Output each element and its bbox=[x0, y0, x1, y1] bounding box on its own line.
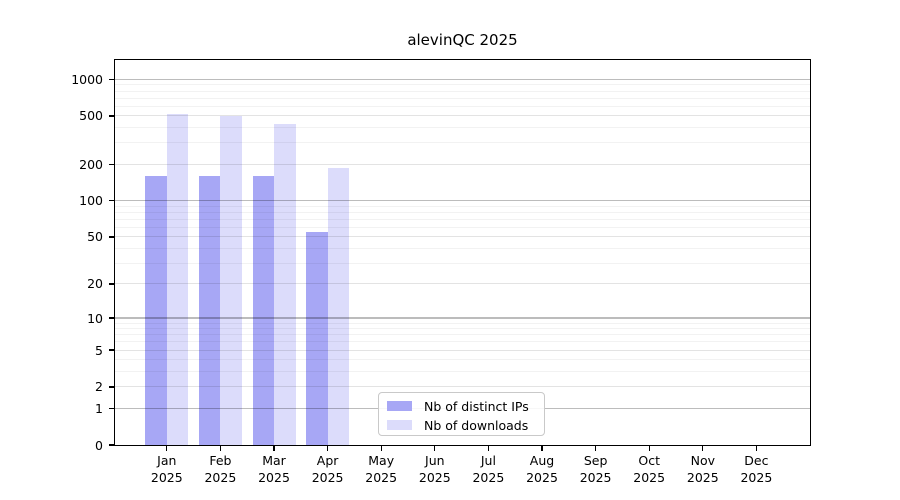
x-axis-tick-label: Feb 2025 bbox=[204, 453, 237, 485]
y-axis-tick bbox=[109, 407, 115, 409]
y-axis-tick-label: 200 bbox=[79, 156, 103, 172]
bar-downloads-mar bbox=[274, 124, 296, 445]
y-axis-tick-label: 500 bbox=[79, 108, 103, 124]
legend: Nb of distinct IPs Nb of downloads bbox=[378, 392, 545, 436]
x-axis-tick bbox=[755, 446, 758, 451]
x-axis-tick-label: Jun 2025 bbox=[418, 453, 451, 485]
y-axis-tick bbox=[109, 283, 115, 285]
y-axis-tick-label: 50 bbox=[87, 229, 103, 245]
legend-label-downloads: Nb of downloads bbox=[424, 417, 529, 433]
y-axis-tick bbox=[109, 317, 115, 319]
y-axis-tick bbox=[109, 78, 115, 80]
x-axis-tick-label: Dec 2025 bbox=[740, 453, 773, 485]
x-axis-tick-label: Nov 2025 bbox=[686, 453, 719, 485]
x-axis-tick-label: May 2025 bbox=[365, 453, 398, 485]
chart-title: alevinQC 2025 bbox=[407, 31, 518, 49]
bar-distinct-ips-jan bbox=[145, 176, 167, 445]
x-axis-tick-label: Sep 2025 bbox=[579, 453, 612, 485]
x-axis-tick bbox=[273, 446, 275, 451]
legend-item-downloads: Nb of downloads bbox=[379, 416, 544, 434]
legend-swatch-downloads bbox=[387, 420, 412, 430]
x-axis-tick bbox=[380, 446, 382, 451]
x-axis-tick bbox=[541, 446, 543, 451]
x-axis-tick-label: Aug 2025 bbox=[526, 453, 558, 485]
x-axis-tick-label: Apr 2025 bbox=[311, 453, 344, 485]
y-axis-tick-label: 20 bbox=[87, 276, 103, 292]
y-axis-tick-label: 1000 bbox=[71, 71, 103, 87]
x-axis-tick-label: Oct 2025 bbox=[633, 453, 666, 485]
x-axis-tick bbox=[326, 446, 329, 451]
y-axis-tick-label: 0 bbox=[95, 437, 103, 453]
y-axis-tick-label: 10 bbox=[87, 310, 103, 326]
y-axis-tick bbox=[109, 386, 115, 388]
y-axis-tick-label: 100 bbox=[79, 193, 103, 209]
x-axis-tick-label: Jan 2025 bbox=[150, 453, 183, 485]
bar-distinct-ips-feb bbox=[198, 176, 221, 445]
y-axis-tick bbox=[109, 444, 115, 446]
y-axis-tick bbox=[109, 200, 115, 202]
bar-distinct-ips-mar bbox=[252, 176, 274, 445]
x-axis-tick bbox=[434, 446, 436, 451]
bar-downloads-feb bbox=[220, 116, 242, 445]
x-axis-tick-label: Jul 2025 bbox=[472, 453, 505, 485]
legend-label-distinct-ips: Nb of distinct IPs bbox=[424, 398, 529, 414]
x-axis-tick-label: Mar 2025 bbox=[258, 453, 290, 485]
x-axis-tick bbox=[487, 446, 490, 451]
bar-downloads-apr bbox=[327, 168, 350, 445]
y-axis-tick bbox=[109, 349, 115, 351]
x-axis-tick bbox=[166, 446, 168, 451]
x-axis-tick bbox=[594, 446, 597, 451]
y-axis-tick bbox=[109, 115, 115, 117]
x-axis-tick bbox=[702, 446, 704, 451]
legend-swatch-distinct-ips bbox=[387, 401, 412, 411]
legend-item-distinct-ips: Nb of distinct IPs bbox=[379, 397, 544, 415]
y-axis-tick-label: 1 bbox=[95, 400, 103, 416]
x-axis-tick bbox=[648, 446, 650, 451]
bar-downloads-jan bbox=[166, 114, 189, 445]
y-axis-tick bbox=[109, 163, 115, 165]
y-axis-tick-label: 5 bbox=[95, 342, 103, 358]
bar-distinct-ips-apr bbox=[306, 231, 328, 445]
y-axis-tick-label: 2 bbox=[95, 379, 103, 395]
y-axis-tick bbox=[109, 236, 115, 238]
x-axis-tick bbox=[219, 446, 222, 451]
